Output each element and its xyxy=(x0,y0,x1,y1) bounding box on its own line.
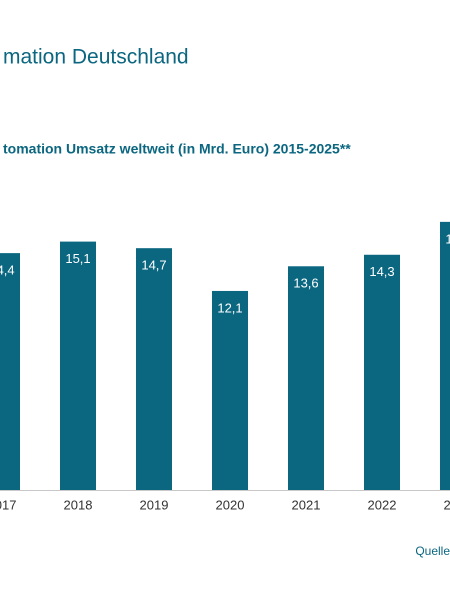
chart-title: mation Deutschland xyxy=(3,46,189,69)
bar xyxy=(212,290,248,490)
x-tick-label: 2023 xyxy=(444,497,450,512)
value-label: 14,3 xyxy=(369,264,394,279)
x-tick-label: 2017 xyxy=(0,497,16,512)
value-label: 14,7 xyxy=(141,258,166,273)
value-label: 12,1 xyxy=(217,300,242,315)
bar xyxy=(364,254,400,490)
value-label: 16,3 xyxy=(445,231,450,246)
x-tick-label: 2021 xyxy=(292,497,321,512)
x-tick-label: 2018 xyxy=(64,497,93,512)
x-tick-label: 2020 xyxy=(216,497,245,512)
bar xyxy=(288,266,324,490)
value-label: 13,6 xyxy=(293,276,318,291)
bar xyxy=(440,221,450,491)
source: Quelle xyxy=(415,544,450,558)
chart-subtitle: tomation Umsatz weltweit (in Mrd. Euro) … xyxy=(3,141,351,157)
bar xyxy=(136,248,172,490)
x-tick-label: 2022 xyxy=(368,497,397,512)
bar xyxy=(60,241,96,490)
bar xyxy=(0,253,20,490)
value-label: 15,1 xyxy=(65,251,90,266)
x-tick-label: 2019 xyxy=(140,497,169,512)
value-label: 14,4 xyxy=(0,263,15,278)
